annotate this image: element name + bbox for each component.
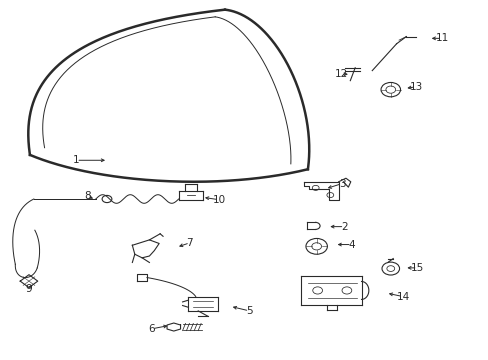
Text: 15: 15 — [410, 263, 424, 273]
Text: 3: 3 — [338, 179, 345, 189]
Text: 12: 12 — [334, 69, 347, 79]
Text: 8: 8 — [84, 191, 91, 201]
Text: 4: 4 — [348, 239, 354, 249]
Text: 1: 1 — [73, 155, 80, 165]
Text: 10: 10 — [212, 195, 225, 205]
Text: 14: 14 — [396, 292, 409, 302]
Text: 6: 6 — [148, 324, 155, 334]
Text: 11: 11 — [434, 33, 447, 43]
Text: 13: 13 — [408, 82, 422, 92]
Text: 2: 2 — [341, 222, 347, 231]
Text: 7: 7 — [186, 238, 193, 248]
Text: 9: 9 — [25, 284, 32, 294]
Text: 5: 5 — [245, 306, 252, 316]
